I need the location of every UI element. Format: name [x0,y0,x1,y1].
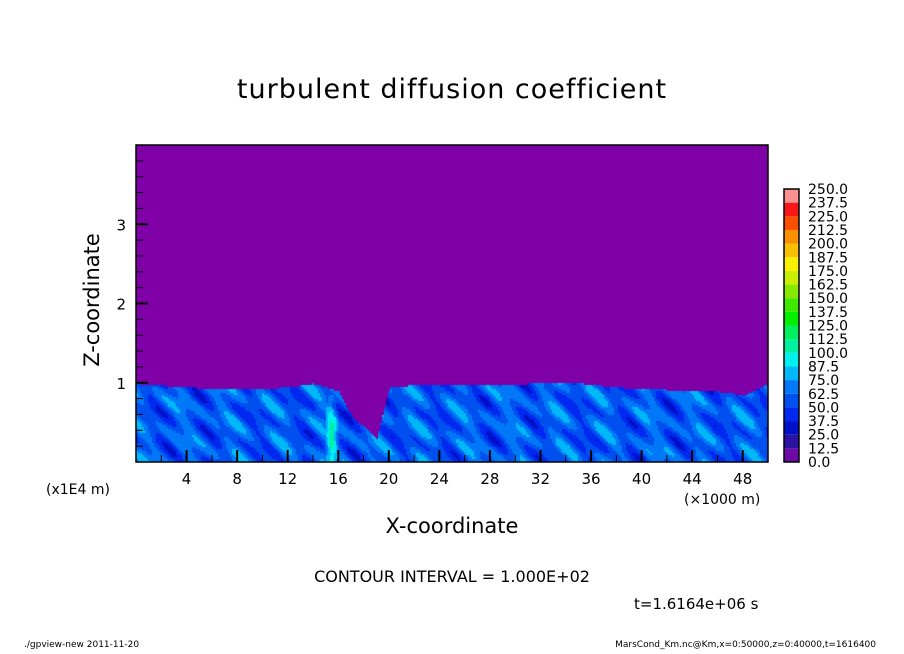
colorbar-label: 37.5 [808,414,839,430]
colorbar-cell [784,243,799,258]
colorbar-frame [783,188,800,463]
colorbar-label: 50.0 [808,400,839,416]
colorbar-cell [784,284,799,299]
colorbar-label: 225.0 [808,209,848,225]
colorbar-label: 212.5 [808,223,848,239]
x-axis-label: X-coordinate [385,514,519,538]
x-tick-label: 16 [329,470,348,488]
colorbar-label: 62.5 [808,387,839,403]
footer-left: ./gpview-new 2011-11-20 [24,640,140,650]
x-tick-label: 28 [480,470,499,488]
x-tick-label: 12 [278,470,297,488]
y-tick-label: 2 [116,296,126,314]
colorbar-cell [784,216,799,230]
x-axis-unit: (×1000 m) [684,492,761,508]
contour-interval: CONTOUR INTERVAL = 1.000E+02 [314,567,590,586]
colorbar-label: 0.0 [808,455,830,471]
time-label: t=1.6164e+06 s [634,595,759,613]
colorbar-label: 200.0 [808,237,848,253]
contour-field [136,145,768,462]
colorbar-label: 87.5 [808,359,839,375]
plot-frame [135,144,769,463]
colorbar-cell [784,407,799,422]
footer-right: MarsCond_Km.nc@Km,x=0:50000,z=0:40000,t=… [615,640,876,650]
colorbar-label: 237.5 [808,196,848,212]
colorbar-cell [784,189,799,203]
colorbar-label: 137.5 [808,305,848,321]
colorbar-cell [784,311,799,326]
colorbar-label: 12.5 [808,441,839,457]
colorbar-label: 162.5 [808,278,848,294]
colorbar-cell [784,257,799,271]
y-tick-label: 3 [116,216,126,234]
colorbar-cell [784,298,799,312]
colorbar-label: 187.5 [808,250,848,266]
colorbar-label: 250.0 [808,182,848,198]
colorbar-label: 100.0 [808,346,848,362]
y-axis-unit: (x1E4 m) [46,482,110,498]
colorbar-cell [784,366,799,381]
colorbar-cell [784,325,799,340]
colorbar-cell [784,352,799,367]
colorbar-cell [784,393,799,408]
colorbar-cell [784,202,799,217]
x-tick-label: 4 [182,470,192,488]
x-tick-label: 36 [581,470,600,488]
x-tick-label: 24 [430,470,449,488]
x-tick-label: 48 [733,470,752,488]
colorbar-label: 150.0 [808,291,848,307]
colorbar-label: 125.0 [808,319,848,335]
colorbar-cell [784,421,799,435]
y-tick-label: 1 [116,375,126,393]
x-tick-label: 20 [379,470,398,488]
colorbar-cell [784,380,799,394]
colorbar-cell [784,434,799,449]
x-tick-label: 44 [683,470,702,488]
colorbar-cell [784,229,799,244]
colorbar-cell [784,339,799,353]
colorbar-cell [784,448,799,462]
colorbar-label: 112.5 [808,332,848,348]
colorbar-label: 175.0 [808,264,848,280]
colorbar-cell [784,270,799,285]
chart-title: turbulent diffusion coefficient [236,74,668,105]
x-tick-label: 32 [531,470,550,488]
colorbar-label: 75.0 [808,373,839,389]
colorbar-label: 25.0 [808,428,839,444]
x-tick-label: 8 [232,470,242,488]
x-tick-label: 40 [632,470,651,488]
